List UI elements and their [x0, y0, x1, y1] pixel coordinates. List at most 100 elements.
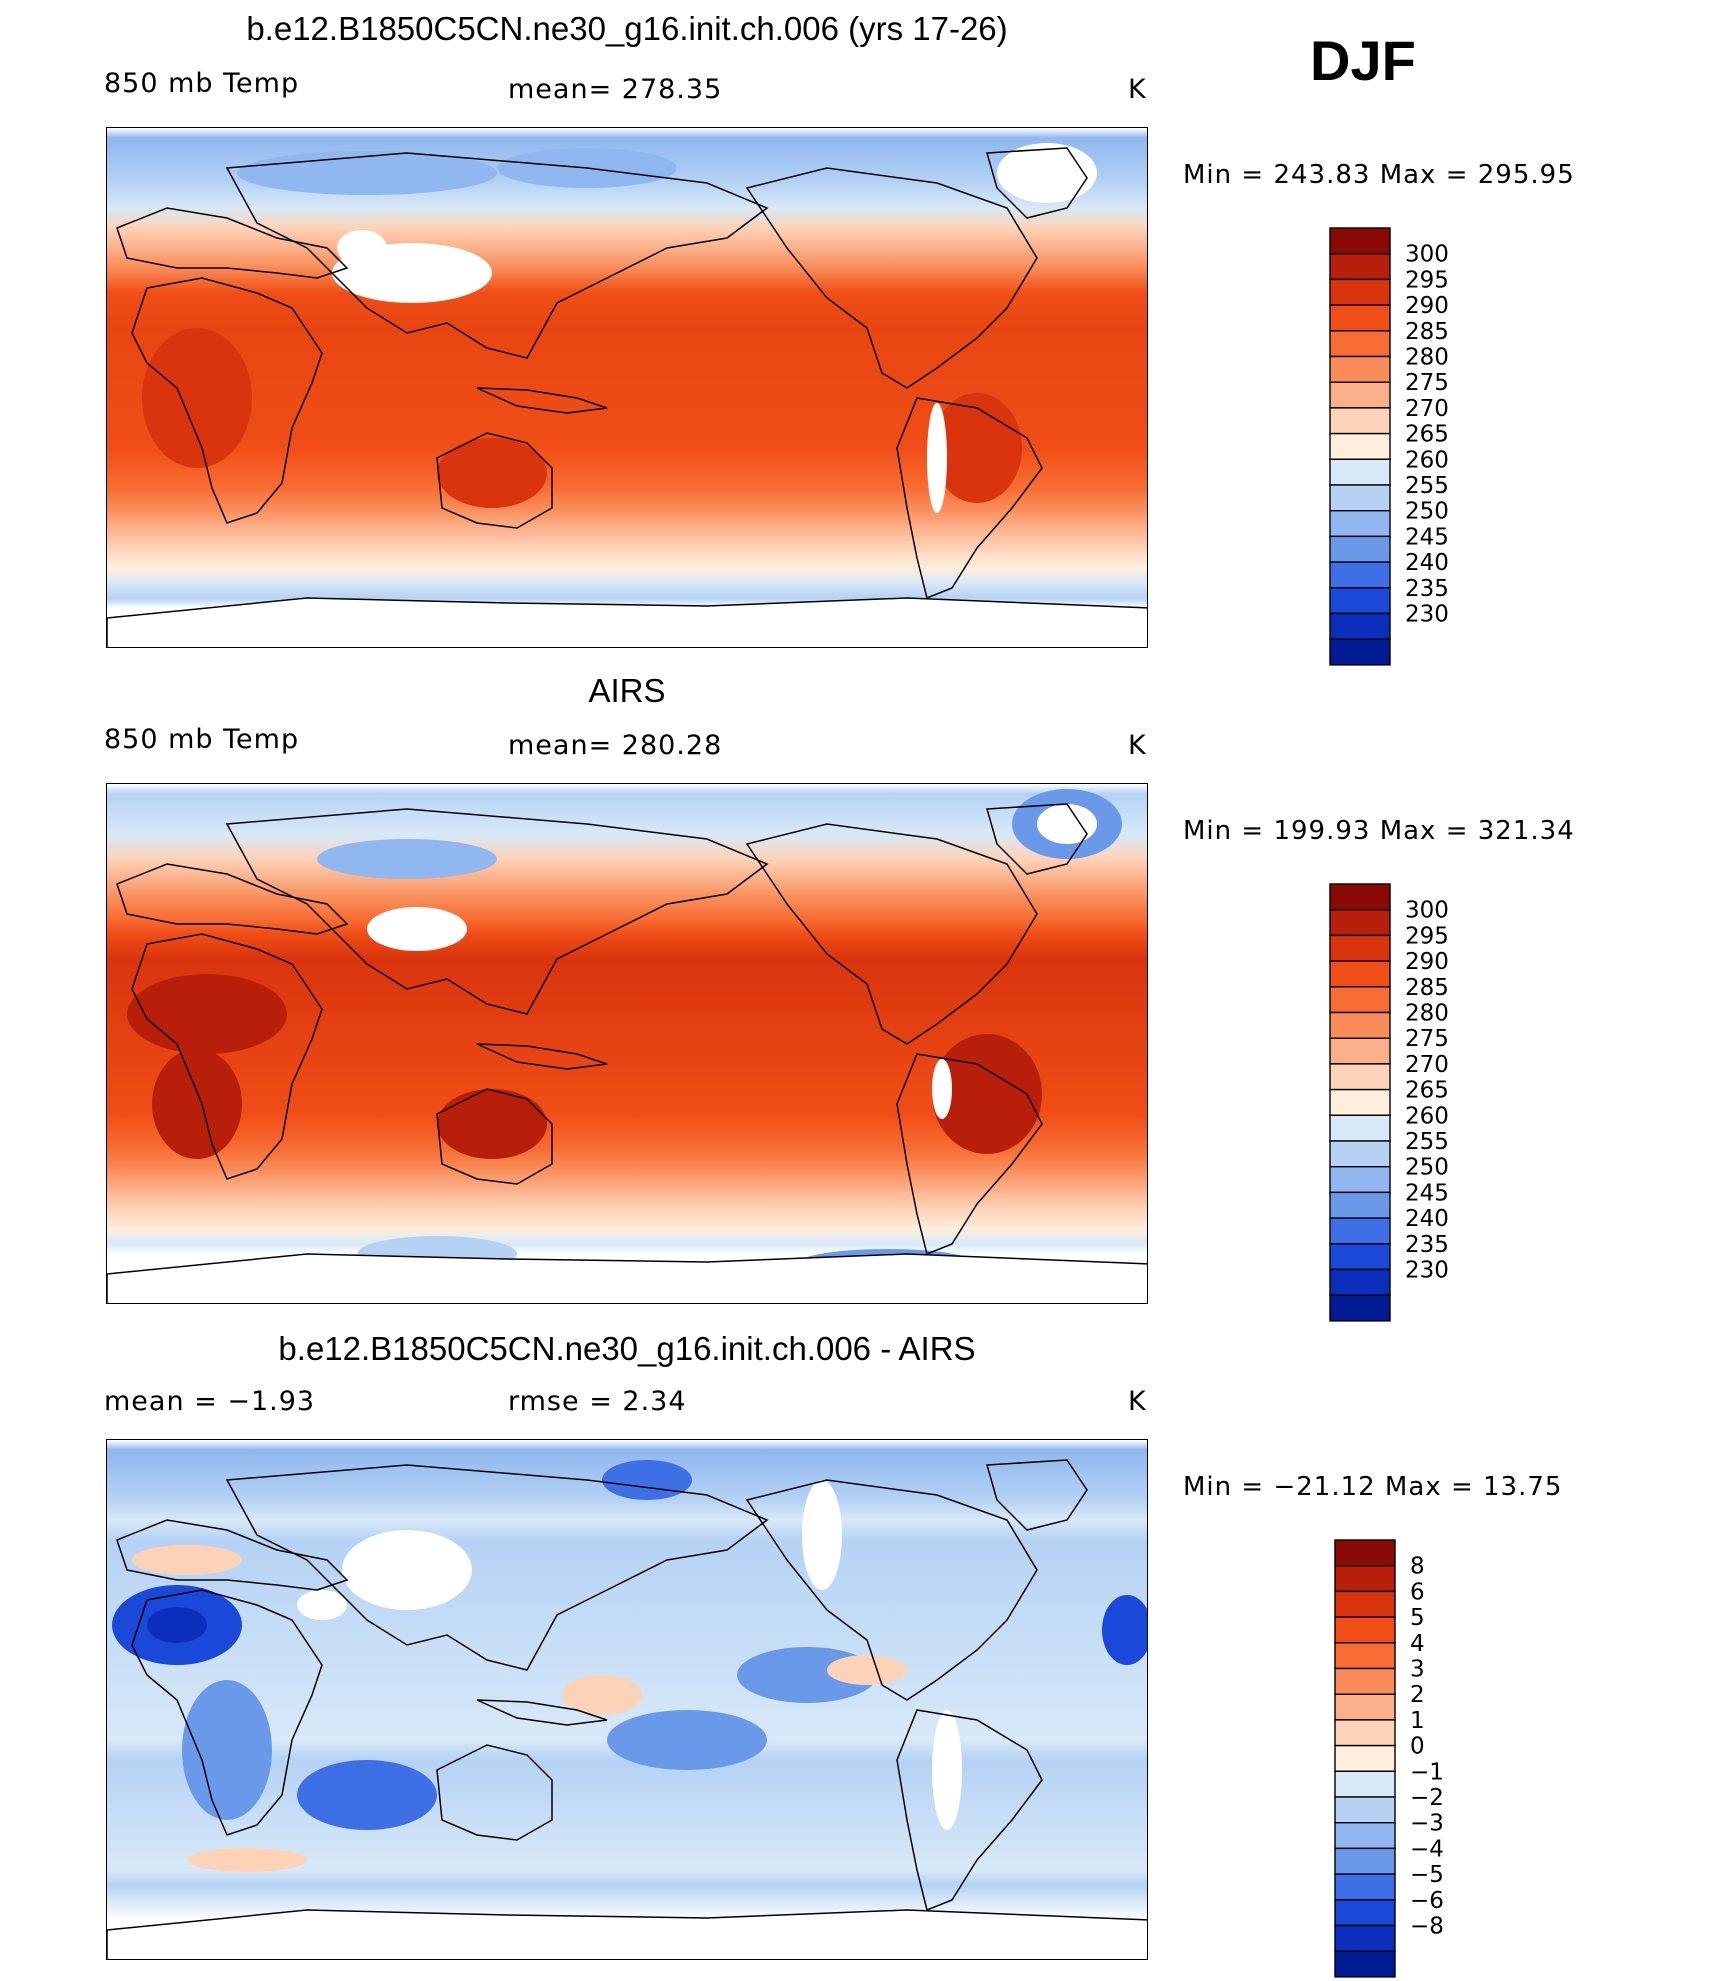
coastlines: [107, 803, 1147, 1303]
colorbar-tick-label: 235: [1405, 576, 1449, 602]
coastline-path: [436, 432, 553, 529]
warm-anomaly-patch: [827, 1655, 907, 1685]
colorbar-tick-label: 250: [1405, 499, 1449, 525]
colorbar-box: [1329, 484, 1391, 512]
colorbar-box: [1329, 355, 1391, 383]
panel-2-map: [106, 783, 1148, 1304]
coastline-path: [896, 1053, 1043, 1256]
colorbar-box: [1334, 1616, 1396, 1644]
colorbar-tick-label: −3: [1410, 1811, 1444, 1837]
coastline-path: [131, 933, 323, 1180]
colorbar-box: [1329, 278, 1391, 306]
colorbar-tick-label: 265: [1405, 1078, 1449, 1104]
warm-patch: [127, 974, 287, 1054]
missing-data-patch: [342, 1530, 472, 1610]
colorbar-tick-label: −8: [1410, 1914, 1444, 1940]
panel-2-title: AIRS: [588, 672, 666, 709]
warm-anomaly-patch: [132, 1545, 242, 1575]
panel-2-minmax: Min = 199.93 Max = 321.34: [1183, 816, 1575, 846]
colorbar-tick-label: 300: [1405, 242, 1449, 268]
cold-anomaly-patch: [317, 839, 497, 879]
colorbar-tick-label: 285: [1405, 319, 1449, 345]
missing-data-patch: [367, 907, 467, 951]
missing-data-patch: [997, 143, 1097, 203]
colorbar-tick-label: 235: [1405, 1232, 1449, 1258]
coastlines: [107, 147, 1147, 647]
colorbar-box: [1334, 1642, 1396, 1670]
colorbar-box: [1329, 1191, 1391, 1219]
cold-anomaly-patch: [297, 1760, 437, 1830]
colorbar-box: [1329, 1268, 1391, 1296]
colorbar-box: [1329, 432, 1391, 461]
panel-3-map: [106, 1439, 1148, 1960]
colorbar-tick-label: 260: [1405, 1103, 1449, 1129]
colorbar-box: [1329, 1166, 1391, 1194]
colorbar-box: [1334, 1796, 1396, 1824]
coastline-path: [225, 808, 769, 1015]
cold-anomaly-patch: [147, 1607, 207, 1643]
colorbar-box: [1329, 883, 1391, 911]
coastline-path: [476, 1699, 608, 1726]
colorbar-box: [1329, 986, 1391, 1014]
colorbar-box: [1329, 638, 1391, 666]
colorbar-box: [1329, 253, 1391, 281]
missing-data-patch: [932, 1710, 962, 1830]
colorbar-box: [1334, 1924, 1396, 1952]
colorbar-box: [1329, 1063, 1391, 1091]
colorbar-tick-label: 230: [1405, 602, 1449, 628]
coastline-path: [986, 147, 1088, 219]
coastline-path: [436, 1744, 553, 1841]
panel-1-colorbar: 300 295 290 285 280 275 270 265 260 255 250 245 240 2…: [1329, 227, 1510, 669]
cold-anomaly-patch: [602, 1460, 692, 1500]
colorbar-tick-label: 240: [1405, 550, 1449, 576]
coastlines: [107, 1459, 1147, 1959]
colorbar-box: [1334, 1719, 1396, 1747]
colorbar-tick-label: −4: [1410, 1836, 1444, 1862]
coastline-path: [131, 1589, 323, 1836]
colorbar-tick-label: 245: [1405, 524, 1449, 550]
coastline-path: [745, 1479, 1038, 1701]
colorbar-box: [1329, 1088, 1391, 1117]
colorbar-tick-label: 230: [1405, 1258, 1449, 1284]
panel-1-minmax: Min = 243.83 Max = 295.95: [1183, 160, 1575, 190]
colorbar-tick-label: 275: [1405, 1026, 1449, 1052]
colorbar-tick-label: 5: [1410, 1605, 1425, 1631]
antarctica-outline: [107, 1253, 1147, 1303]
warm-patch: [437, 438, 547, 508]
coastline-path: [436, 1088, 553, 1185]
colorbar-box: [1334, 1822, 1396, 1850]
panel-2-colorbar: 300 295 290 285 280 275 270 265 260 255 250 245 240 2…: [1329, 883, 1510, 1325]
missing-data-patch: [802, 1480, 842, 1590]
panel-3-minmax: Min = −21.12 Max = 13.75: [1183, 1472, 1563, 1502]
colorbar-tick-label: 0: [1410, 1734, 1425, 1760]
missing-data-patch: [932, 1059, 952, 1119]
cold-anomaly-patch: [607, 1710, 767, 1770]
colorbar-box: [1329, 909, 1391, 937]
colorbar-box: [1329, 587, 1391, 615]
colorbar-box: [1329, 535, 1391, 563]
colorbar-box: [1329, 1114, 1391, 1142]
colorbar-box: [1329, 381, 1391, 409]
coastline-path: [896, 1709, 1043, 1912]
antarctica-outline: [107, 597, 1147, 647]
colorbar-tick-label: 290: [1405, 293, 1449, 319]
panel-3-rmse-label: rmse = 2.34: [508, 1386, 687, 1417]
colorbar-tick-label: 270: [1405, 396, 1449, 422]
panel-3-units-label: K: [1128, 1386, 1147, 1417]
colorbar-tick-label: 8: [1410, 1554, 1425, 1580]
colorbar-box: [1329, 1037, 1391, 1065]
colorbar-tick-label: 260: [1405, 447, 1449, 473]
map-svg: [107, 784, 1147, 1303]
panel-1-map: [106, 127, 1148, 648]
panel-2-variable-label: 850 mb Temp: [104, 724, 300, 755]
colorbar-box: [1329, 407, 1391, 435]
colorbar-box: [1329, 612, 1391, 640]
temperature-field: [107, 128, 1147, 647]
colorbar-tick-label: 6: [1410, 1579, 1425, 1605]
colorbar-box: [1334, 1847, 1396, 1875]
colorbar-box: [1329, 1217, 1391, 1245]
colorbar-tick-label: 265: [1405, 422, 1449, 448]
panel-1-units-label: K: [1128, 74, 1147, 105]
missing-data-patch: [1037, 804, 1097, 844]
colorbar-box: [1329, 960, 1391, 988]
